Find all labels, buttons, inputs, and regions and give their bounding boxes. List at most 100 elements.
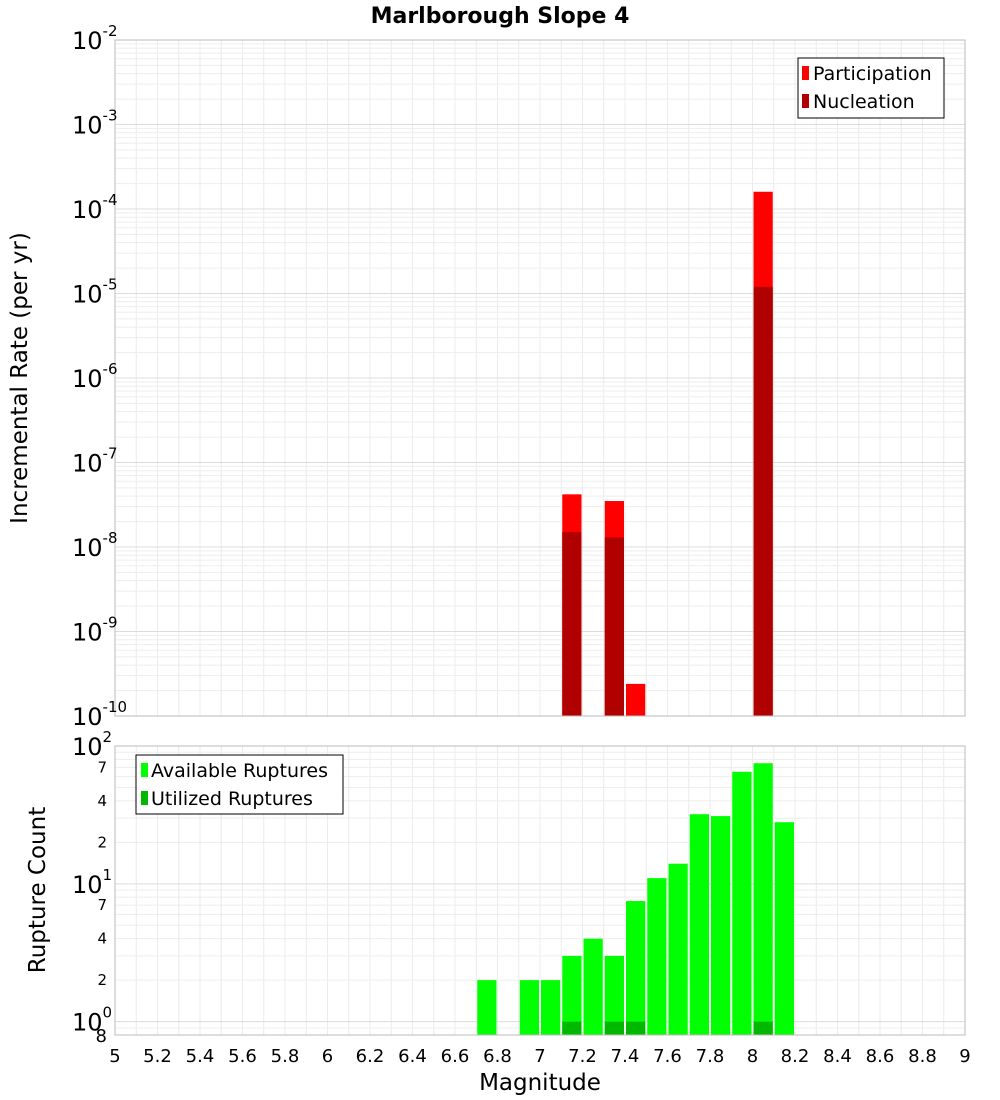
x-tick-label: 6.8 — [483, 1046, 512, 1067]
y-decade-exponent: -3 — [103, 107, 118, 125]
y-decade-base: 10 — [72, 619, 103, 647]
bar-available-ruptures — [689, 814, 709, 1035]
y-decade-label: 10-8 — [72, 529, 118, 562]
y-decade-label: 10-9 — [72, 614, 118, 647]
x-tick-label: 8.8 — [908, 1046, 937, 1067]
y-minor-label: 7 — [97, 896, 107, 914]
x-tick-label: 6 — [322, 1046, 333, 1067]
y-decade-base: 10 — [72, 281, 103, 309]
bar-nucleation — [604, 537, 624, 716]
bar-nucleation — [562, 532, 582, 716]
x-tick-label: 7.6 — [653, 1046, 682, 1067]
x-tick-label: 6.2 — [356, 1046, 385, 1067]
x-tick-label: 5.6 — [228, 1046, 257, 1067]
magnitude-x-ticks: 5 5.2 5.4 5.6 5.8 6 6.2 6.4 6.6 6.8 7 7.2 7.4 7.6 7.8 8… — [109, 1046, 970, 1067]
x-tick-label: 5.8 — [271, 1046, 300, 1067]
y-decade-exponent: -9 — [103, 614, 118, 632]
bar-available-ruptures — [562, 955, 582, 1035]
nucleation-legend-swatch — [802, 94, 809, 108]
x-tick-label: 5.4 — [186, 1046, 215, 1067]
y-decade-exponent: -6 — [103, 360, 118, 378]
y-minor-label: 7 — [97, 758, 107, 776]
utilized-legend-label: Utilized Ruptures — [151, 788, 313, 810]
count-bars — [477, 763, 794, 1035]
x-tick-label: 7.2 — [568, 1046, 597, 1067]
bar-available-ruptures — [732, 771, 752, 1035]
x-tick-label: 8 — [747, 1046, 758, 1067]
nucleation-legend-label: Nucleation — [813, 91, 915, 113]
count-gridlines — [114, 745, 966, 1036]
count-legend-box — [135, 754, 344, 815]
x-tick-label: 6.4 — [398, 1046, 427, 1067]
count-legend: Available Ruptures Utilized Ruptures — [135, 754, 344, 815]
x-tick-label: 8.6 — [866, 1046, 895, 1067]
bar-available-ruptures — [541, 980, 561, 1035]
y-decade-label: 10-10 — [72, 698, 127, 731]
bar-available-ruptures — [668, 863, 688, 1035]
count-y-axis-title: Rupture Count — [25, 807, 51, 973]
bar-available-ruptures — [604, 955, 624, 1035]
count-plot-frame — [114, 745, 966, 1036]
x-tick-label: 9 — [959, 1046, 970, 1067]
y-decade-exponent: -2 — [103, 22, 118, 40]
bar-participation — [626, 683, 646, 716]
y-minor-label: 8 — [96, 1026, 107, 1047]
y-decade-label: 10-3 — [72, 107, 118, 140]
y-decade-base: 10 — [72, 534, 103, 562]
rate-gridlines — [114, 39, 966, 717]
bar-available-ruptures — [626, 901, 646, 1035]
available-legend-label: Available Ruptures — [151, 760, 328, 782]
y-decade-exponent: 1 — [103, 866, 113, 884]
y-decade-exponent: -10 — [103, 698, 128, 716]
x-tick-label: 7.4 — [611, 1046, 640, 1067]
y-decade-base: 10 — [72, 112, 103, 140]
y-decade-exponent: -7 — [103, 445, 118, 463]
y-minor-label: 4 — [97, 930, 107, 948]
y-decade-base: 10 — [72, 450, 103, 478]
y-decade-base: 10 — [72, 733, 103, 761]
bar-utilized-ruptures — [562, 1021, 582, 1035]
y-decade-exponent: 2 — [103, 728, 113, 746]
bar-available-ruptures — [774, 822, 794, 1035]
y-decade-exponent: -8 — [103, 529, 118, 547]
y-decade-base: 10 — [72, 365, 103, 393]
rate-plot: Marlborough Slope 4 10-1010-910-810-710-… — [7, 4, 966, 731]
rate-plot-frame — [114, 39, 966, 717]
bar-available-ruptures — [583, 938, 603, 1035]
bar-available-ruptures — [647, 878, 667, 1035]
chart-title: Marlborough Slope 4 — [371, 4, 630, 29]
participation-legend-swatch — [802, 66, 809, 80]
x-tick-label: 5.2 — [143, 1046, 172, 1067]
x-tick-label: 5 — [109, 1046, 120, 1067]
bar-available-ruptures — [477, 980, 497, 1035]
y-decade-label: 10-6 — [72, 360, 118, 393]
x-tick-label: 7 — [534, 1046, 545, 1067]
available-legend-swatch — [141, 763, 148, 777]
rate-y-axis-title: Incremental Rate (per yr) — [7, 232, 33, 524]
y-minor-label: 2 — [97, 833, 107, 851]
y-minor-label: 2 — [97, 971, 107, 989]
y-decade-exponent: -5 — [103, 276, 118, 294]
y-decade-base: 10 — [72, 1009, 103, 1037]
bar-utilized-ruptures — [626, 1021, 646, 1035]
participation-legend-label: Participation — [813, 63, 932, 85]
x-tick-label: 8.4 — [823, 1046, 852, 1067]
y-decade-label: 100 — [72, 1004, 112, 1037]
x-tick-label: 6.6 — [441, 1046, 470, 1067]
y-decade-label: 10-2 — [72, 22, 118, 55]
y-decade-base: 10 — [72, 196, 103, 224]
rate-legend-box — [797, 57, 945, 119]
y-decade-label: 10-7 — [72, 445, 118, 478]
y-decade-label: 10-5 — [72, 276, 118, 309]
x-tick-label: 8.2 — [781, 1046, 810, 1067]
bar-nucleation — [753, 286, 773, 716]
x-tick-label: 7.8 — [696, 1046, 725, 1067]
y-decade-base: 10 — [72, 871, 103, 899]
y-decade-base: 10 — [72, 27, 103, 55]
bar-available-ruptures — [753, 763, 773, 1035]
x-axis-title: Magnitude — [479, 1070, 601, 1096]
